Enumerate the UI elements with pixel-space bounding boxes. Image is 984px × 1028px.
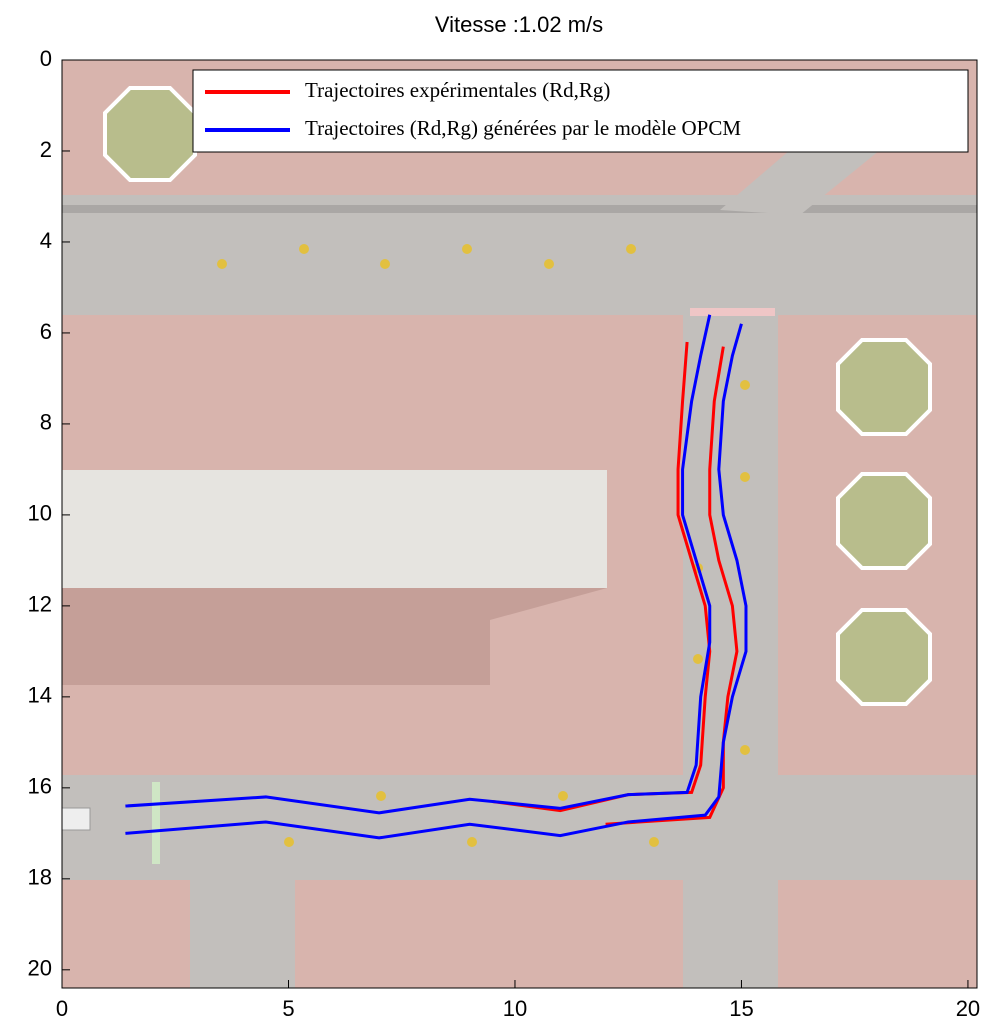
- x-tick-label: 20: [956, 996, 980, 1021]
- y-tick-label: 14: [28, 683, 52, 708]
- trajectory: [125, 314, 712, 815]
- y-tick-label: 18: [28, 865, 52, 890]
- trajectory: [605, 346, 739, 826]
- x-tick-label: 10: [503, 996, 527, 1021]
- map-background: [62, 60, 977, 988]
- plot-frame: [61, 59, 978, 989]
- y-tick-label: 0: [40, 46, 52, 71]
- y-tick-label: 2: [40, 137, 52, 162]
- trajectory: [125, 323, 748, 840]
- x-tick-label: 0: [56, 996, 68, 1021]
- y-tick-label: 10: [28, 501, 52, 526]
- y-tick-label: 16: [28, 774, 52, 799]
- y-tick-label: 12: [28, 592, 52, 617]
- legend-label: Trajectoires (Rd,Rg) générées par le mod…: [305, 116, 741, 140]
- y-tick-label: 8: [40, 410, 52, 435]
- x-tick-label: 5: [282, 996, 294, 1021]
- y-tick-label: 4: [40, 228, 52, 253]
- legend: [192, 69, 969, 153]
- y-tick-label: 20: [28, 956, 52, 981]
- y-tick-label: 6: [40, 319, 52, 344]
- chart-title: Vitesse :1.02 m/s: [435, 12, 603, 37]
- x-tick-label: 15: [729, 996, 753, 1021]
- legend-label: Trajectoires expérimentales (Rd,Rg): [305, 78, 610, 102]
